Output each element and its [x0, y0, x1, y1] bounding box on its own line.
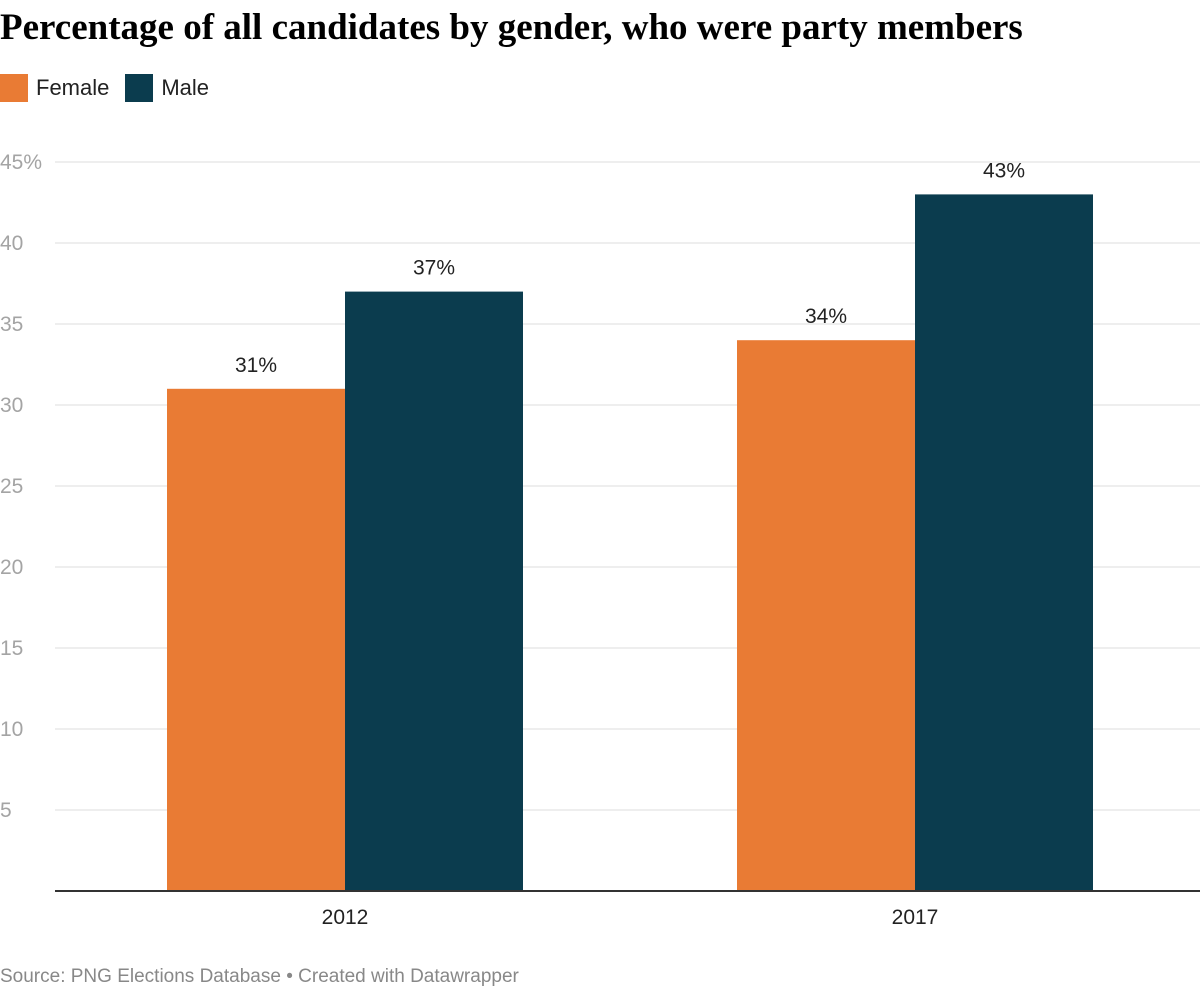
source-note: Source: PNG Elections Database — [0, 966, 281, 987]
credit-note: Created with Datawrapper — [298, 966, 519, 987]
y-tick-label: 45% — [0, 151, 42, 174]
y-tick-label: 15 — [0, 637, 23, 660]
y-tick-label: 40 — [0, 232, 23, 255]
y-tick-label: 20 — [0, 556, 23, 579]
legend-label-male: Male — [161, 75, 210, 100]
footer: Source: PNG Elections Database • Created… — [0, 966, 519, 988]
data-label-male-2012: 37% — [413, 257, 455, 280]
chart-title: Percentage of all candidates by gender, … — [0, 7, 1023, 48]
data-label-male-2017: 43% — [983, 159, 1025, 182]
bar-male-2012 — [345, 291, 523, 892]
footer-separator: • — [286, 966, 293, 987]
legend-swatch-male — [125, 74, 154, 102]
y-tick-label: 5 — [0, 799, 12, 822]
x-tick-label: 2017 — [892, 906, 939, 929]
legend-item-female: Female — [0, 74, 109, 102]
y-tick-label: 30 — [0, 394, 23, 417]
legend-label-female: Female — [36, 75, 110, 100]
legend: Female Male — [0, 74, 225, 102]
bar-female-2012 — [167, 388, 345, 891]
data-label-female-2017: 34% — [805, 305, 847, 328]
y-tick-label: 25 — [0, 475, 23, 498]
bar-female-2017 — [737, 340, 915, 891]
legend-item-male: Male — [125, 74, 209, 102]
y-tick-label: 35 — [0, 313, 23, 336]
legend-swatch-female — [0, 74, 28, 102]
bar-chart: 5 10 15 20 25 30 35 40 45% 31% 37% 2012 34% 43% 2017 — [0, 151, 1200, 929]
data-label-female-2012: 31% — [235, 354, 277, 377]
x-tick-label: 2012 — [322, 906, 369, 929]
y-tick-label: 10 — [0, 718, 23, 741]
bar-male-2017 — [915, 194, 1093, 891]
